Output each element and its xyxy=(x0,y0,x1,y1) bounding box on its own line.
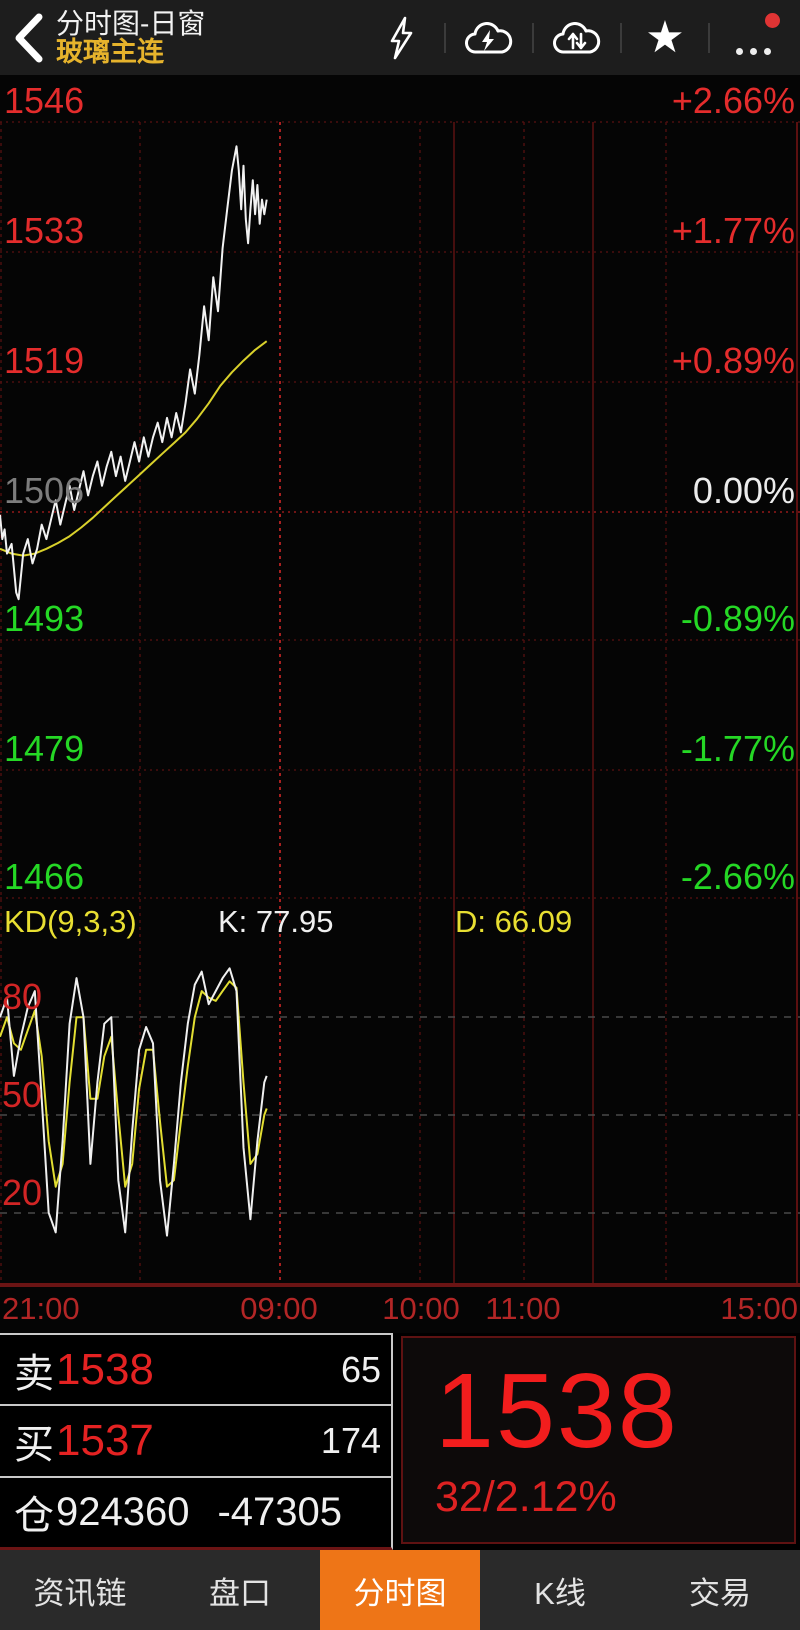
header: 分时图-日窗 玻璃主连 xyxy=(0,0,800,75)
kd-d-value: D: 66.09 xyxy=(455,904,573,939)
price-tick-label: 1546 xyxy=(4,80,85,121)
kd-tick-label: 80 xyxy=(2,976,43,1017)
header-icons: ★ xyxy=(372,9,800,67)
header-divider xyxy=(708,22,710,53)
time-axis-label: 15:00 xyxy=(720,1291,798,1326)
bid-volume: 174 xyxy=(320,1419,381,1461)
lightning-icon[interactable] xyxy=(372,9,430,67)
price-tick-label: 1506 xyxy=(4,470,85,511)
open-interest-row: 仓 924360 -47305 xyxy=(0,1478,391,1547)
time-axis-label: 10:00 xyxy=(382,1291,460,1326)
percent-tick-label: +1.77% xyxy=(671,210,795,251)
cloud-sync-icon[interactable] xyxy=(548,9,606,67)
kd-tick-label: 50 xyxy=(2,1074,43,1115)
ask-label: 卖 xyxy=(14,1351,54,1396)
open-interest-value: 924360 xyxy=(56,1489,190,1534)
time-axis-label: 09:00 xyxy=(240,1291,318,1326)
open-interest-label: 仓 xyxy=(14,1494,54,1539)
ask-volume: 65 xyxy=(340,1348,381,1390)
contract-name: 玻璃主连 xyxy=(56,37,164,68)
bid-row: 买 1537 174 xyxy=(0,1406,391,1478)
open-interest-change: -47305 xyxy=(217,1489,343,1534)
kd-tick-label: 20 xyxy=(2,1172,43,1213)
page-title: 分时图-日窗 xyxy=(56,7,206,39)
more-icon[interactable] xyxy=(724,9,782,67)
time-axis: 21:00 09:00 10:00 11:00 15:00 xyxy=(0,1288,800,1333)
cloud-lightning-icon[interactable] xyxy=(460,9,518,67)
ask-row: 卖 1538 65 xyxy=(0,1335,391,1407)
last-price-panel: 1538 32/2.12% xyxy=(401,1336,796,1544)
percent-tick-label: -1.77% xyxy=(680,728,795,769)
title-block: 分时图-日窗 玻璃主连 xyxy=(56,7,206,68)
tab-5[interactable]: 交易 xyxy=(689,1575,751,1611)
price-tick-label: 1466 xyxy=(4,856,85,897)
percent-tick-label: +0.89% xyxy=(671,340,795,381)
bid-label: 买 xyxy=(14,1422,54,1467)
percent-tick-label: -0.89% xyxy=(680,598,795,639)
kd-k-value: K: 77.95 xyxy=(218,904,334,939)
timeshare-chart[interactable]: KD(9,3,3) K: 77.95 D: 66.09 1546 1533 1519… xyxy=(0,75,800,1288)
percent-tick-label: -2.66% xyxy=(680,856,795,897)
notification-badge xyxy=(765,12,780,28)
header-divider xyxy=(444,22,446,53)
star-icon[interactable]: ★ xyxy=(645,12,685,62)
tab-4[interactable]: K线 xyxy=(534,1575,586,1611)
bid-price: 1537 xyxy=(56,1415,154,1465)
bid-ask-table: 卖 1538 65 买 1537 174 仓 924360 -47305 xyxy=(0,1333,393,1550)
kd-params-label: KD(9,3,3) xyxy=(4,904,137,939)
tab-1[interactable]: 资讯链 xyxy=(33,1575,127,1611)
time-axis-label: 11:00 xyxy=(485,1291,561,1326)
header-divider xyxy=(620,22,622,53)
last-price: 1538 xyxy=(435,1352,679,1470)
back-button[interactable] xyxy=(0,0,56,75)
quote-panel: 卖 1538 65 买 1537 174 仓 924360 -47305 153… xyxy=(0,1333,800,1550)
price-tick-label: 1519 xyxy=(4,340,85,381)
percent-tick-label: +2.66% xyxy=(671,80,795,121)
tab-2[interactable]: 盘口 xyxy=(209,1575,271,1611)
header-divider xyxy=(532,22,534,53)
percent-tick-label: 0.00% xyxy=(692,470,795,511)
chart-canvas xyxy=(0,121,800,1287)
price-tick-label: 1493 xyxy=(4,598,85,639)
tab-3[interactable]: 分时图 xyxy=(320,1550,480,1630)
price-change: 32/2.12% xyxy=(435,1473,617,1521)
time-axis-label: 21:00 xyxy=(2,1291,80,1326)
kd-indicator-header: KD(9,3,3) K: 77.95 D: 66.09 xyxy=(0,903,800,943)
chevron-left-icon xyxy=(15,13,43,62)
bottom-tab-bar: 资讯链 盘口 分时图 K线 交易 xyxy=(0,1550,800,1630)
ask-price: 1538 xyxy=(56,1344,154,1394)
price-tick-label: 1533 xyxy=(4,210,85,251)
price-tick-label: 1479 xyxy=(4,728,85,769)
